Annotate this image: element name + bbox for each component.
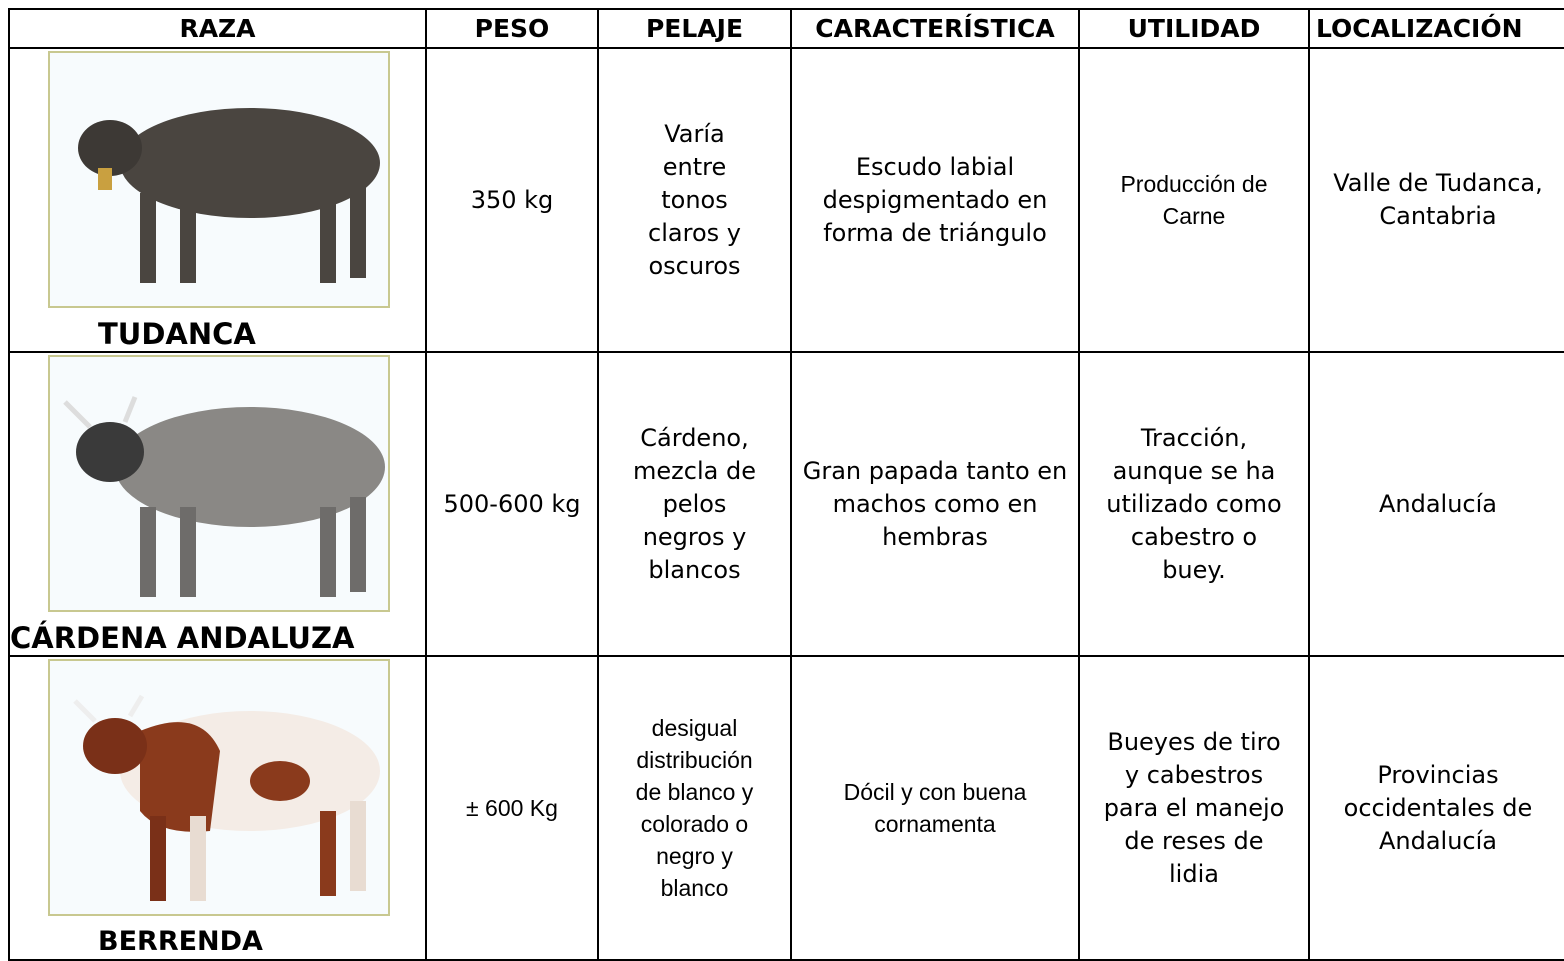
cow-image	[48, 355, 390, 612]
cell-text: Cárdeno, mezcla de pelos negros y blanco…	[633, 423, 756, 584]
cell-text: Valle de Tudanca, Cantabria	[1333, 169, 1543, 230]
cell: desigual distribución de blanco y colora…	[597, 655, 792, 961]
cell: Tracción, aunque se ha utilizado como ca…	[1078, 351, 1310, 657]
cell-text: Provincias occidentales de Andalucía	[1343, 760, 1533, 855]
cell: Provincias occidentales de Andalucía	[1308, 655, 1564, 961]
cell-text: Varía entre tonos claros y oscuros	[648, 119, 741, 280]
header-row: RAZA PESO PELAJE CARACTERÍSTICA UTILIDAD…	[8, 8, 1564, 49]
breed-name: CÁRDENA ANDALUZA	[10, 621, 355, 655]
cell: Escudo labial despigmentado en forma de …	[790, 47, 1080, 353]
cell: Gran papada tanto en machos como en hemb…	[790, 351, 1080, 657]
breed-table: RAZA PESO PELAJE CARACTERÍSTICA UTILIDAD…	[8, 8, 1564, 961]
cell: 500-600 kg	[425, 351, 599, 657]
breed-cell: BERRENDA	[8, 655, 427, 961]
cell-text: Tracción, aunque se ha utilizado como ca…	[1106, 423, 1282, 584]
cell: Producción de Carne	[1078, 47, 1310, 353]
cell: Valle de Tudanca, Cantabria	[1308, 47, 1564, 353]
cell: Cárdeno, mezcla de pelos negros y blanco…	[597, 351, 792, 657]
header-cell: CARACTERÍSTICA	[790, 8, 1080, 49]
cell: ± 600 Kg	[425, 655, 599, 961]
cell: Varía entre tonos claros y oscuros	[597, 47, 792, 353]
header-cell: LOCALIZACIÓN	[1308, 8, 1564, 49]
cell: Andalucía	[1308, 351, 1564, 657]
header-cell: RAZA	[8, 8, 427, 49]
cell-text: Andalucía	[1378, 489, 1498, 518]
cell-text: Bueyes de tiro y cabestros para el manej…	[1103, 727, 1285, 888]
header-cell: UTILIDAD	[1078, 8, 1310, 49]
header-cell: PELAJE	[597, 8, 792, 49]
row: TUDANCA 350 kg Varía entre tonos claros …	[8, 47, 1564, 353]
breed-cell: CÁRDENA ANDALUZA	[8, 351, 427, 657]
cow-image	[48, 659, 390, 916]
cell: 350 kg	[425, 47, 599, 353]
page: RAZA PESO PELAJE CARACTERÍSTICA UTILIDAD…	[8, 8, 1564, 961]
cell-text: Producción de Carne	[1120, 171, 1268, 229]
row: CÁRDENA ANDALUZA 500-600 kg Cárdeno, mez…	[8, 351, 1564, 657]
cell-text: desigual distribución de blanco y colora…	[635, 715, 754, 901]
cell: Dócil y con buena cornamenta	[790, 655, 1080, 961]
breed-cell: TUDANCA	[8, 47, 427, 353]
breed-name: TUDANCA	[98, 317, 256, 351]
cell: Bueyes de tiro y cabestros para el manej…	[1078, 655, 1310, 961]
cell-text: Dócil y con buena cornamenta	[843, 779, 1027, 837]
row: BERRENDA ± 600 Kg desigual distribución …	[8, 655, 1564, 961]
cell-text: Gran papada tanto en machos como en hemb…	[802, 456, 1068, 551]
header-cell: PESO	[425, 8, 599, 49]
cow-image	[48, 51, 390, 308]
breed-name: BERRENDA	[98, 926, 263, 957]
cell-text: Escudo labial despigmentado en forma de …	[822, 152, 1048, 247]
